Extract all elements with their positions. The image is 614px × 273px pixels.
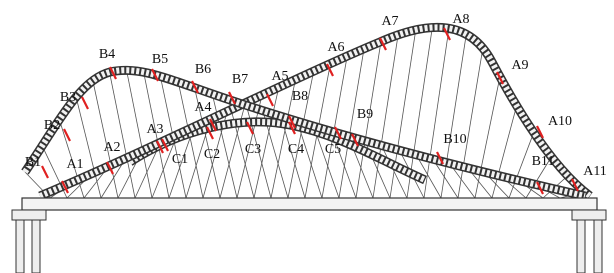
arch-a-inner xyxy=(40,27,590,196)
section-label: A11 xyxy=(583,164,607,179)
hanger xyxy=(373,35,398,198)
section-label: B3 xyxy=(60,90,76,105)
left-pier xyxy=(16,220,24,273)
section-label: B10 xyxy=(443,132,466,147)
section-label: A4 xyxy=(194,100,211,115)
hanger xyxy=(339,49,364,198)
section-label: A10 xyxy=(548,114,572,129)
bridge-diagram: A1 A2 A3 A4 A5 A6 A7 A8 A9 A10 A11 B1 B2B3 B4 B5 B6 B7 B8… xyxy=(0,0,614,273)
section-label: B2 xyxy=(44,118,60,133)
section-label: B4 xyxy=(99,47,115,62)
section-label: A7 xyxy=(381,14,398,29)
left-pier-cap xyxy=(12,210,46,220)
section-label: C3 xyxy=(245,142,261,157)
section-label: A1 xyxy=(66,157,83,172)
section-label: B9 xyxy=(357,107,373,122)
section-label: C5 xyxy=(325,142,341,157)
section-mark xyxy=(82,97,88,109)
arch-c xyxy=(130,122,425,180)
hanger xyxy=(509,132,534,198)
section-label: B8 xyxy=(292,89,308,104)
section-mark xyxy=(64,129,70,141)
section-label: C2 xyxy=(204,147,220,162)
arch-a xyxy=(40,27,590,196)
section-label: A3 xyxy=(146,122,163,137)
section-label: A2 xyxy=(103,140,120,155)
section-label: C1 xyxy=(172,152,188,167)
section-label: B5 xyxy=(152,52,168,67)
left-pier xyxy=(32,220,40,273)
right-pier-cap xyxy=(572,210,606,220)
section-label: A8 xyxy=(452,12,469,27)
section-label: A9 xyxy=(511,58,528,73)
section-label: B7 xyxy=(232,72,248,87)
section-label: B6 xyxy=(195,62,211,77)
hanger xyxy=(458,48,483,198)
section-label: A6 xyxy=(327,40,344,55)
section-mark xyxy=(42,166,48,178)
right-pier xyxy=(594,220,602,273)
section-label: B1 xyxy=(25,155,41,170)
section-label: C4 xyxy=(288,142,304,157)
arch-c-inner xyxy=(130,122,425,180)
deck xyxy=(22,198,597,210)
section-label: A5 xyxy=(271,69,288,84)
section-label: B11 xyxy=(532,154,555,169)
right-pier xyxy=(577,220,585,273)
hanger xyxy=(475,77,500,198)
hanger xyxy=(109,72,135,198)
